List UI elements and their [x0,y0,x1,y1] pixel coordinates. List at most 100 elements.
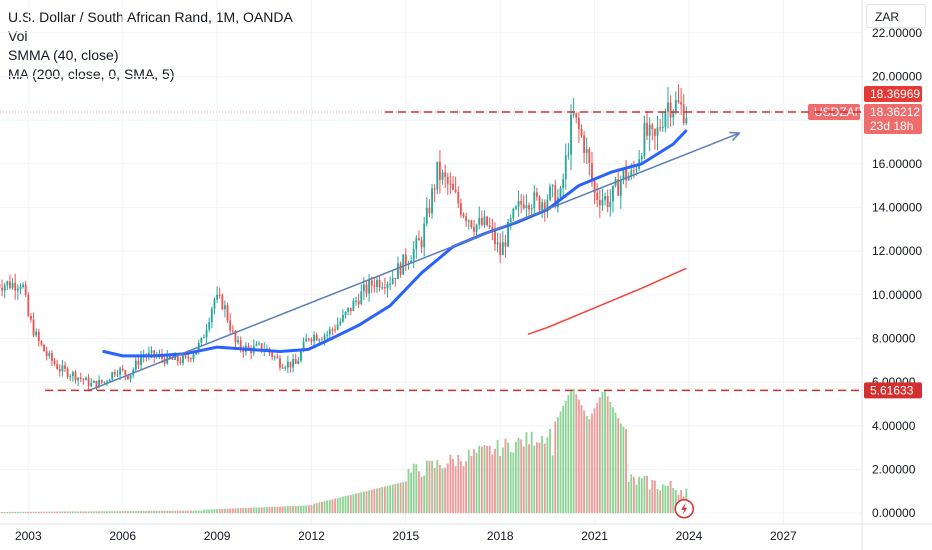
volume-bar [428,460,431,514]
volume-bar [140,510,142,514]
candle-body [572,113,575,115]
volume-bar [449,454,452,514]
candle-body [187,356,190,359]
volume-bar [376,488,378,514]
candle-body [499,242,502,256]
candle-body [601,199,604,206]
legend-title[interactable]: U.S. Dollar / South African Rand, 1M, OA… [8,9,293,25]
volume-bar [622,426,625,514]
candle-body [622,168,625,180]
candle-body [496,242,499,245]
volume-bar [286,506,289,514]
candle-body [444,172,447,177]
legend-smma[interactable]: SMMA (40, close) [8,47,119,63]
volume-bar [69,511,72,514]
candle-body [397,263,399,280]
candle-body [504,242,507,247]
candle-body [184,355,187,357]
volume-bar [292,505,295,514]
candle-body [470,220,473,228]
volume-bar [176,510,179,514]
candle-body [386,283,389,289]
candle-body [399,263,402,275]
candle-body [465,216,468,222]
candle-body [570,114,572,155]
candle-body [446,176,449,184]
legend-vol[interactable]: Vol [8,28,28,44]
y-tick-label: 10.00000 [872,288,922,302]
candle-body [6,281,9,286]
y-tick-label: 16.00000 [872,157,922,171]
candle-body [210,308,213,323]
volume-bar [438,465,441,514]
currency-selector[interactable]: ZAR [866,4,926,28]
volume-bar [446,463,449,514]
volume-bar [643,476,646,514]
volume-bar [100,511,103,514]
current-price-text: 18.36212 [870,105,920,119]
volume-bar [79,511,82,514]
volume-bar [74,511,77,514]
candle-body [352,300,355,311]
legend-ma[interactable]: MA (200, close, 0, SMA, 5) [8,66,175,82]
y-tick-label: 0.00000 [872,506,916,520]
candle-body [609,201,612,207]
candle-body [593,180,596,193]
candle-body [237,340,239,343]
volume-bar [221,508,224,514]
volume-bar [368,490,371,514]
candle-body [226,305,229,321]
candle-body [231,330,234,332]
volume-bar [30,511,32,514]
candle-body [179,361,182,364]
candle-body [368,280,371,294]
candle-body [677,100,680,103]
candle-body [284,367,287,369]
volume-bar [588,419,591,514]
volume-bar [365,490,368,514]
volume-bar [667,485,669,514]
volume-bar [195,510,198,514]
volume-bar [192,510,195,514]
volume-bar [281,506,284,514]
candle-body [449,183,452,185]
volume-bar [373,489,376,514]
candle-body [391,277,394,284]
candle-body [310,339,313,342]
candle-body [425,207,428,224]
candle-body [265,348,268,350]
volume-bar [155,510,158,514]
candle-body [1,287,4,291]
candle-body [389,283,392,285]
candle-body [580,128,583,136]
volume-bar [507,442,509,514]
volume-bar [512,452,515,514]
candle-body [100,379,103,383]
candle-body [281,367,284,369]
volume-bar [247,507,250,514]
candle-body [344,311,347,315]
candle-body [428,207,431,214]
volume-bar [627,481,630,514]
volume-bar [237,508,239,514]
candle-body [64,365,66,369]
candle-body [294,359,297,364]
candle-body [418,238,420,241]
candle-body [174,355,177,360]
volume-bar [378,487,381,514]
volume-bar [302,505,305,514]
volume-bar [336,497,339,514]
volume-bar [50,511,53,514]
candle-body [247,345,250,349]
volume-bar [465,461,468,514]
volume-bar [549,428,551,514]
candle-body [370,280,373,286]
volume-bar [407,468,410,514]
volume-bar [166,510,169,514]
smma-line [102,129,688,358]
volume-bar [609,401,612,514]
volume-bar [554,421,557,514]
volume-bar [226,508,229,514]
